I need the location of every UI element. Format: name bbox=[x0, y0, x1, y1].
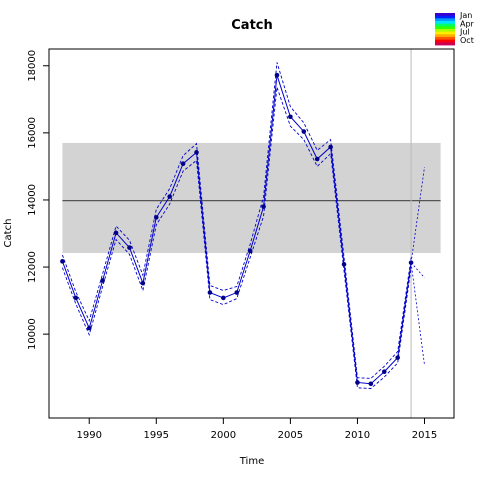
catch-point bbox=[86, 325, 92, 331]
catch-point bbox=[167, 194, 172, 199]
catch-point bbox=[60, 259, 65, 264]
legend-swatch bbox=[435, 21, 455, 25]
legend-swatch bbox=[435, 23, 455, 27]
legend-swatch bbox=[435, 29, 455, 33]
x-axis: 1990 1995 2000 2005 2010 2015 bbox=[77, 418, 437, 441]
catch-point bbox=[274, 72, 280, 78]
upper-bound-line bbox=[61, 62, 412, 379]
catch-point bbox=[288, 114, 293, 120]
legend-swatch bbox=[435, 42, 455, 46]
projection-upper-line bbox=[410, 167, 425, 263]
legend-entry-label: Apr bbox=[460, 19, 475, 28]
plot-area bbox=[60, 49, 441, 418]
legend-swatch bbox=[435, 31, 455, 35]
catch-point bbox=[113, 230, 119, 236]
catch-point bbox=[221, 295, 226, 301]
legend-swatch bbox=[435, 15, 455, 19]
projection-lower-line bbox=[410, 262, 425, 366]
catch-point bbox=[368, 381, 374, 387]
catch-point bbox=[261, 204, 266, 209]
legend-swatch bbox=[435, 34, 455, 38]
catch-point bbox=[100, 278, 105, 283]
x-tick-label: 1995 bbox=[144, 430, 169, 441]
catch-point bbox=[194, 150, 199, 155]
y-tick-label: 14000 bbox=[27, 184, 38, 216]
chart-title: Catch bbox=[231, 18, 273, 33]
y-axis-label: Catch bbox=[3, 219, 14, 248]
catch-point bbox=[207, 290, 213, 295]
y-axis: 10000 12000 14000 16000 18000 bbox=[27, 50, 49, 350]
catch-point bbox=[247, 248, 253, 254]
x-tick-label: 2005 bbox=[278, 430, 303, 441]
reference-band bbox=[62, 142, 441, 253]
catch-point bbox=[301, 129, 307, 134]
catch-point bbox=[153, 215, 159, 220]
legend-entry-label: Jul bbox=[459, 28, 470, 37]
legend-swatch bbox=[435, 37, 455, 41]
x-tick-label: 2010 bbox=[345, 430, 370, 441]
catch-point bbox=[314, 156, 320, 162]
legend-swatch bbox=[435, 26, 455, 30]
projection-central-line bbox=[410, 262, 425, 279]
catch-point bbox=[234, 290, 240, 295]
legend-swatch bbox=[435, 13, 455, 17]
lower-bound-line bbox=[61, 87, 412, 389]
legend-entry-label: Jan bbox=[459, 11, 472, 20]
catch-point bbox=[381, 369, 387, 375]
legend-swatch bbox=[435, 39, 455, 43]
catch-point bbox=[73, 295, 79, 301]
catch-point bbox=[140, 280, 146, 286]
catch-point bbox=[341, 262, 347, 267]
y-tick-label: 10000 bbox=[27, 318, 38, 350]
catch-point bbox=[180, 161, 186, 167]
catch-point bbox=[355, 380, 360, 385]
y-tick-label: 16000 bbox=[27, 117, 38, 149]
x-tick-label: 2015 bbox=[412, 430, 437, 441]
catch-point bbox=[328, 144, 333, 150]
x-tick-label: 2000 bbox=[211, 430, 236, 441]
y-tick-label: 18000 bbox=[27, 50, 38, 82]
x-axis-label: Time bbox=[239, 456, 264, 467]
legend-swatch bbox=[435, 18, 455, 22]
legend-entry-label: Oct bbox=[460, 36, 474, 45]
catch-point bbox=[395, 355, 400, 360]
catch-point bbox=[127, 245, 132, 250]
plot-frame bbox=[48, 48, 455, 419]
y-tick-label: 12000 bbox=[27, 251, 38, 283]
x-tick-label: 1990 bbox=[77, 430, 102, 441]
